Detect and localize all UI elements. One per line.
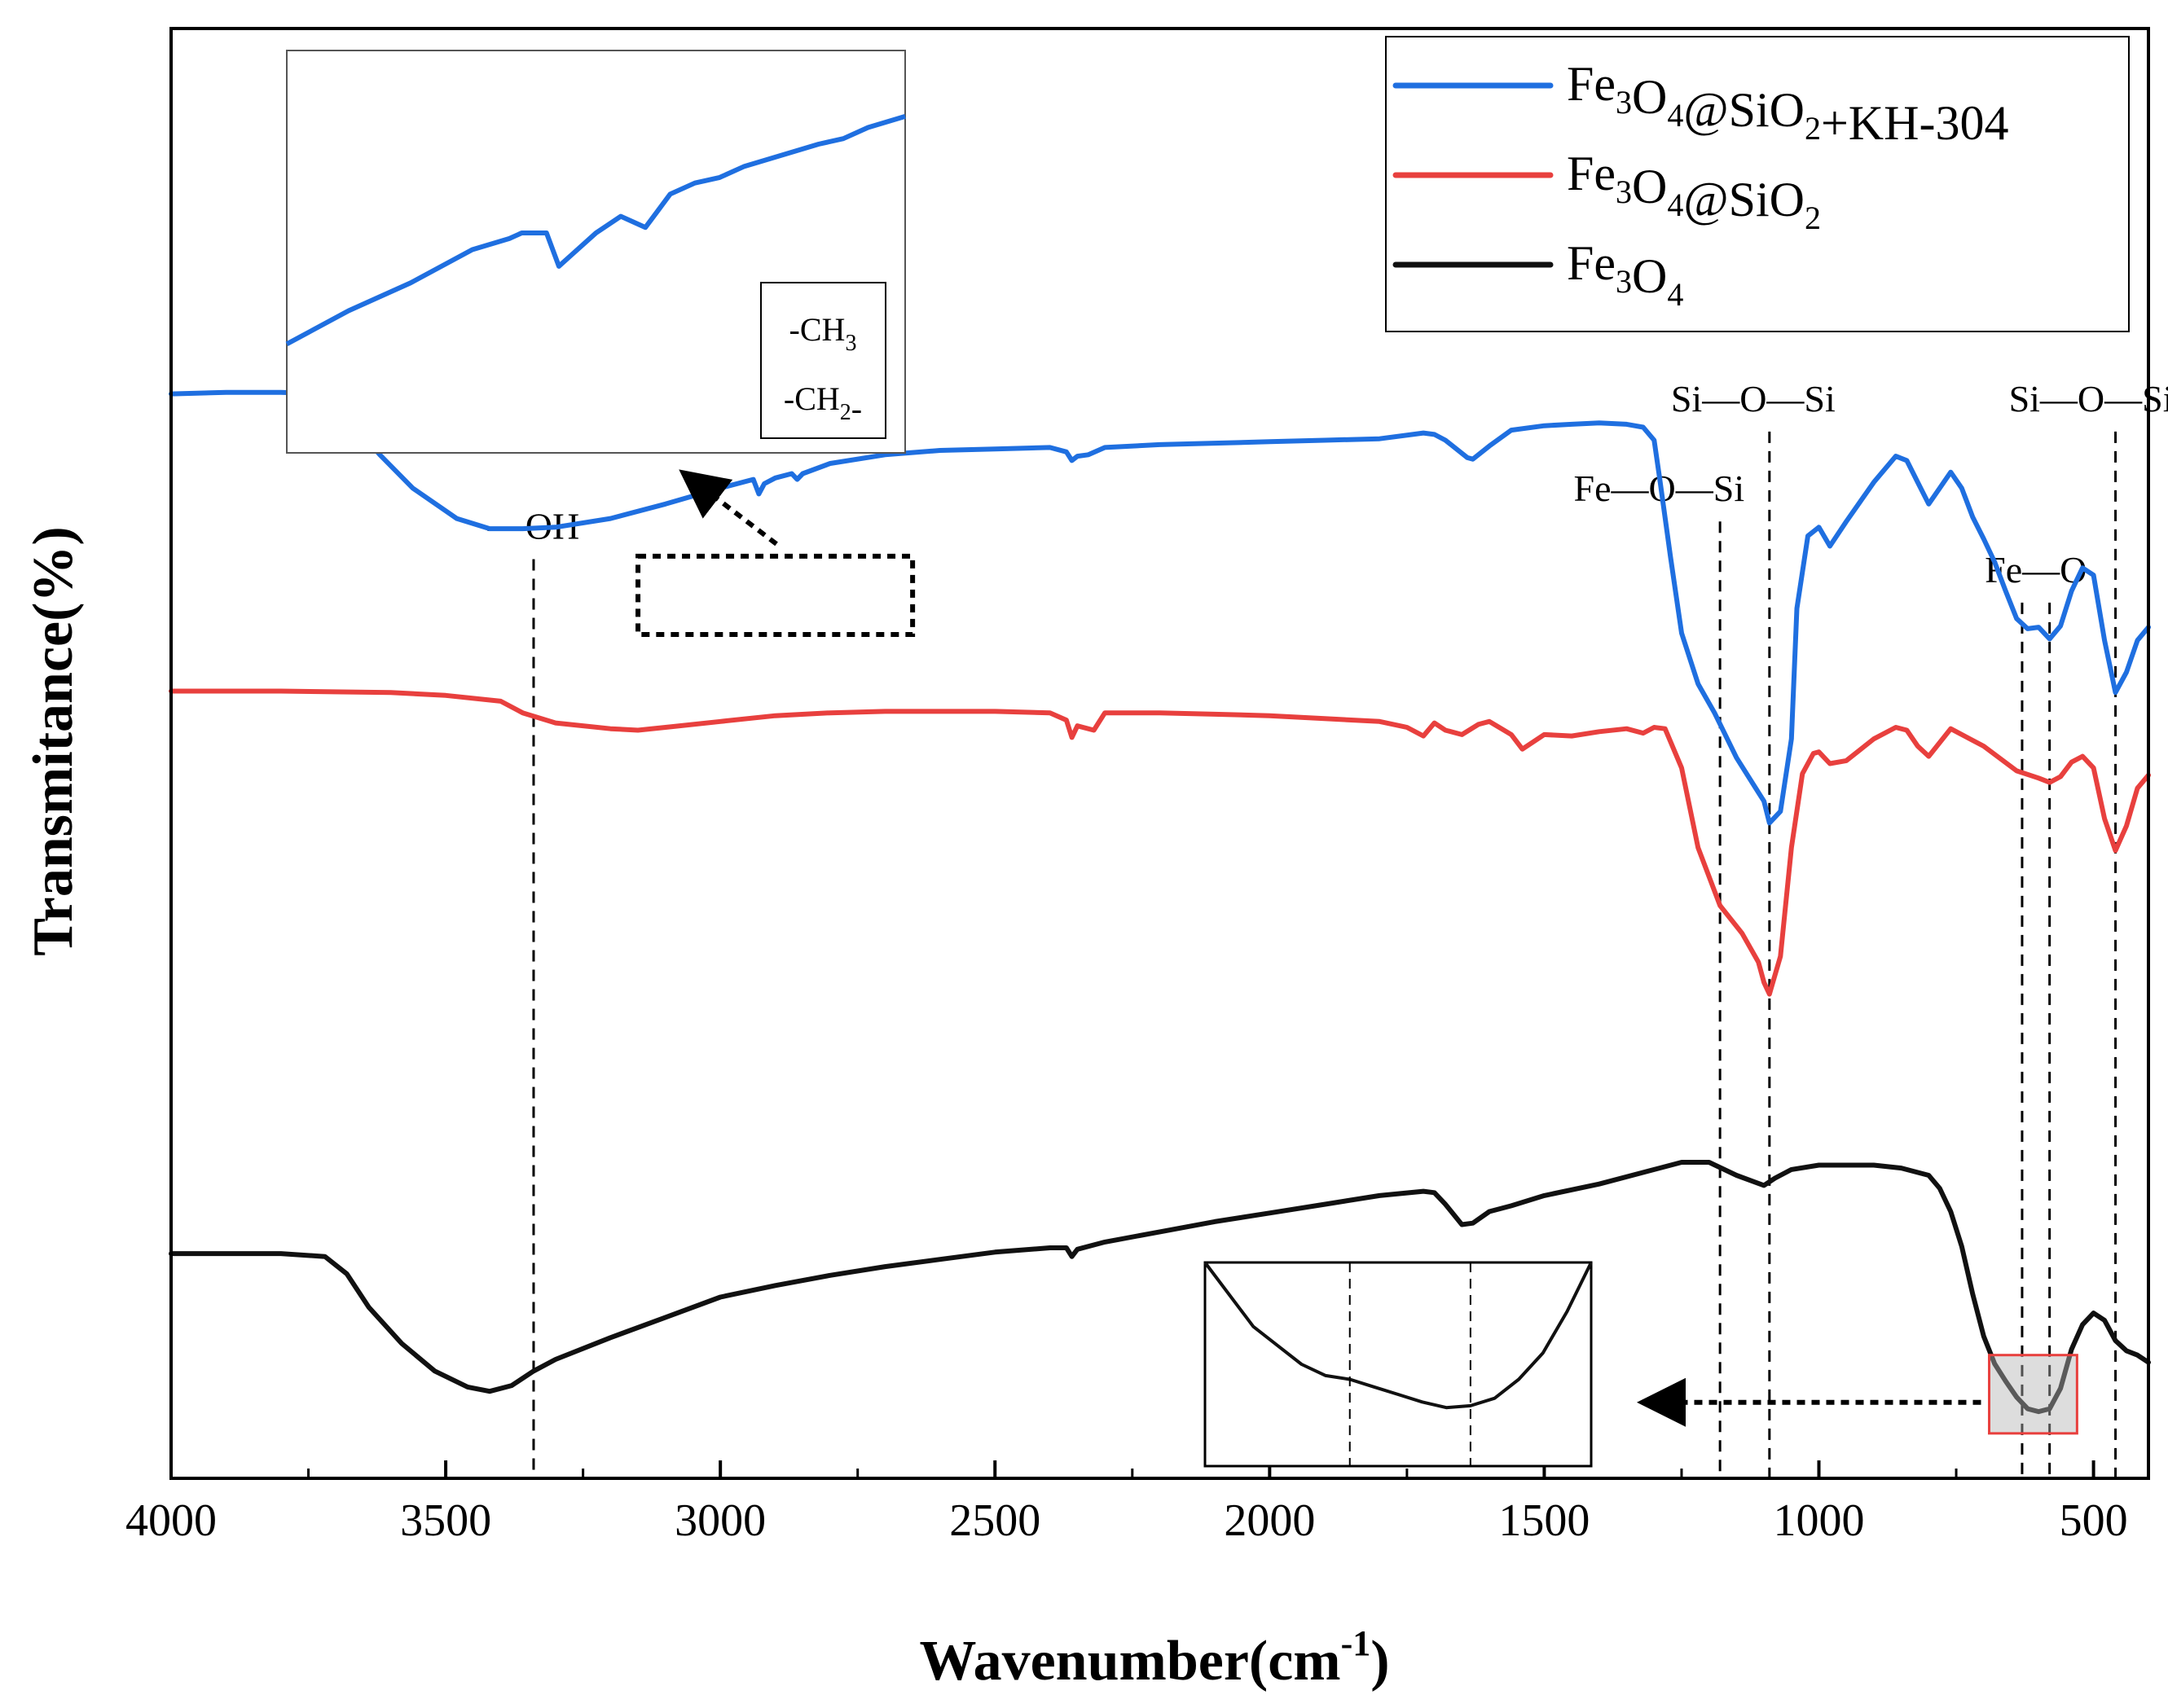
text-run: Fe xyxy=(1567,236,1616,290)
inset-curve-top xyxy=(285,114,906,347)
subscript: 4 xyxy=(1667,276,1683,313)
text-run: @SiO xyxy=(1683,83,1805,137)
subscript: 2 xyxy=(1805,200,1821,236)
subscript: 4 xyxy=(1667,97,1683,134)
inset-label-box xyxy=(760,282,886,439)
series-line-2 xyxy=(169,1160,2151,1415)
y-axis-label: Transmitance(%) xyxy=(22,526,85,956)
text-run: @SiO xyxy=(1683,173,1805,226)
subscript: 3 xyxy=(1616,263,1632,300)
subscript: 4 xyxy=(1667,187,1683,223)
x-tick-label: 1000 xyxy=(1774,1495,1865,1546)
text-run: O xyxy=(1632,160,1667,213)
inset-panel-bottom xyxy=(1203,1261,1593,1468)
x-axis-label-close: ) xyxy=(1370,1630,1389,1693)
inset-source-box-top xyxy=(635,553,916,638)
x-axis-label-main: Wavenumber(cm xyxy=(919,1630,1340,1693)
text-run: O xyxy=(1632,249,1667,303)
subscript: 2 xyxy=(840,400,851,425)
legend-label: Fe3O4@SiO2+KH-304 xyxy=(1567,57,2008,150)
text-run: +KH-304 xyxy=(1821,96,2008,150)
text-run: Fe xyxy=(1567,57,1616,111)
x-tick-label: 2500 xyxy=(949,1495,1040,1546)
x-tick-label: 500 xyxy=(2060,1495,2128,1546)
text-run: - xyxy=(851,390,862,427)
inset-curve-bottom xyxy=(1203,1261,1593,1410)
legend-label: Fe3O4 xyxy=(1567,236,1683,313)
subscript: 3 xyxy=(845,331,856,356)
inset-arrow-top xyxy=(679,469,778,547)
inset-group-label: -CH3 xyxy=(789,311,857,356)
subscript: 3 xyxy=(1616,84,1632,121)
text-run: -CH xyxy=(789,311,846,348)
inset-source-box-bottom xyxy=(1987,1354,2078,1435)
plot-frame xyxy=(169,27,2150,1480)
x-tick-label: 4000 xyxy=(125,1495,217,1546)
legend-label: Fe3O4@SiO2 xyxy=(1567,147,1821,236)
text-run: Fe xyxy=(1567,147,1616,200)
series-line-1 xyxy=(169,688,2151,997)
subscript: 2 xyxy=(1805,110,1821,147)
annotation-label: Si—O—Si xyxy=(1671,378,1836,419)
series-line-0 xyxy=(169,389,2151,826)
text-run: O xyxy=(1632,70,1667,124)
x-tick-label: 3000 xyxy=(675,1495,766,1546)
inset-group-label: -CH2- xyxy=(784,380,862,427)
x-axis-label-sup: -1 xyxy=(1341,1623,1371,1663)
x-tick-label: 3500 xyxy=(400,1495,491,1546)
x-tick-label: 2000 xyxy=(1224,1495,1315,1546)
text-run: -CH xyxy=(784,380,840,417)
annotation-label: Si—O—Si xyxy=(2009,378,2168,419)
x-axis-label: Wavenumber(cm-1) xyxy=(919,1623,1389,1693)
subscript: 3 xyxy=(1616,173,1632,210)
x-tick-label: 1500 xyxy=(1498,1495,1590,1546)
